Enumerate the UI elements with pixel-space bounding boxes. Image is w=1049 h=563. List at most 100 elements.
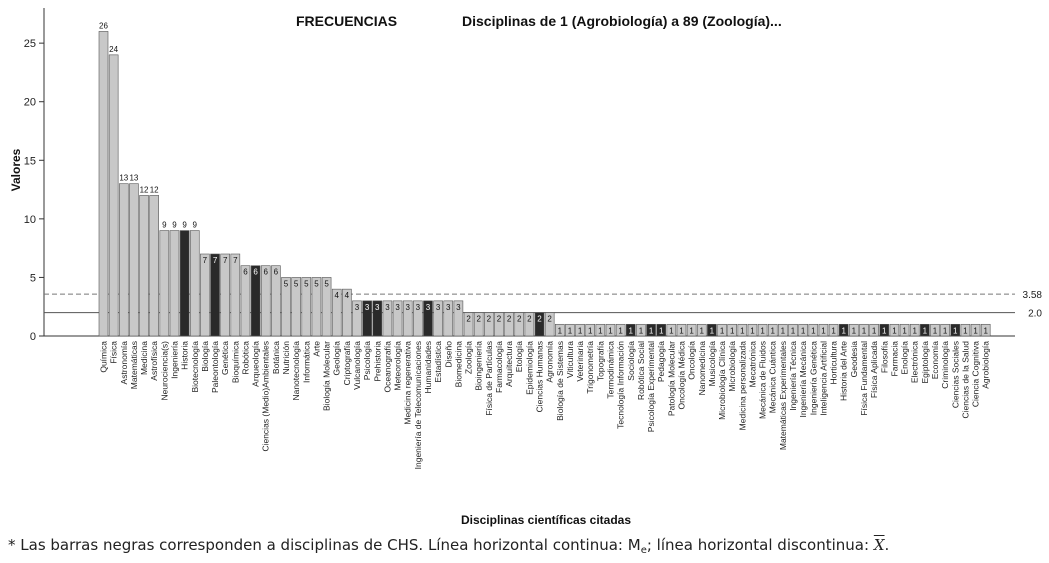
bar [220,253,230,337]
bar [767,323,778,337]
x-tick-label: Bioingeniería [474,341,484,391]
bar [392,300,403,337]
x-tick-label: Biología [200,341,210,372]
bar-value-label: 24 [109,45,118,54]
bar [413,300,423,337]
bar [889,323,900,337]
footnote-text-3: . [884,536,890,554]
bar [788,323,798,337]
bar-value-label: 5 [304,279,309,288]
x-tick-label: Farmacia [889,341,899,377]
x-tick-label: Criptografía [342,341,352,386]
x-tick-label: Medicina personalizada [737,341,747,431]
x-tick-label: Farmacología [494,341,504,393]
y-tick-label: 25 [24,38,36,50]
bar-value-label: 4 [334,291,339,300]
bar [778,323,788,337]
x-tick-label: Medicina [139,341,149,375]
bar [260,265,271,337]
bar [504,312,514,337]
bar-value-label: 9 [172,221,177,230]
x-tick-label: Vulcanología [352,341,362,390]
bar [696,323,707,337]
bar-value-label: 1 [983,326,988,335]
bar-value-label: 1 [700,326,705,335]
bar-value-label: 1 [852,326,857,335]
bar [129,183,139,337]
bar [818,323,829,337]
bar [108,54,119,337]
x-tick-label: Pedagogía [656,341,666,382]
x-tick-label: Viticultura [565,341,575,378]
bar [362,300,372,337]
bar-value-label: 5 [284,279,289,288]
bar-value-label: 1 [811,326,816,335]
bar-value-label: 1 [568,326,573,335]
x-tick-label: Topografía [595,341,605,381]
x-tick-label: Ingeniería Técnica [788,341,798,411]
bar-value-label: 1 [598,326,603,335]
bar-value-label: 1 [791,326,796,335]
footnote: * Las barras negras corresponden a disci… [8,536,889,556]
x-tick-label: Geodesia [849,341,859,378]
bar-value-label: 1 [720,326,725,335]
x-tick-label: Agrobiología [981,341,991,389]
bar-value-label: 1 [892,326,897,335]
bar-value-label: 3 [426,303,431,312]
x-axis-title: Disciplinas científicas citadas [461,513,631,527]
footnote-text-2: ; línea horizontal discontinua: [646,536,874,554]
bar-value-label: 3 [375,303,380,312]
x-tick-label: Física Aplicada [869,341,879,398]
bar [920,323,930,337]
bar [747,323,758,337]
x-tick-label: Arquitectura [504,341,514,387]
x-tick-label: Musicología [707,341,717,387]
x-tick-label: Astronomía [119,341,129,385]
bar [524,312,535,337]
bar [534,312,545,337]
bar-value-label: 2 [476,315,481,324]
x-tick-label: Física Fundamental [859,341,869,416]
bar [342,288,352,337]
x-tick-label: Mecatrónica [747,341,757,388]
x-tick-label: Sociología [626,341,636,381]
bar [666,323,677,337]
bar-value-label: 2 [466,315,471,324]
bar-value-label: 3 [405,303,410,312]
bar [352,300,362,337]
bar-value-label: 1 [760,326,765,335]
bar [636,323,646,337]
mean-symbol: X [873,536,885,554]
x-tick-label: Botánica [271,341,281,374]
bar-value-label: 1 [943,326,948,335]
bar [240,265,251,337]
bar [686,323,697,337]
x-tick-label: Mecánica Cuántica [768,341,778,414]
bar [189,230,200,337]
bar [798,323,808,337]
bar [737,323,748,337]
footnote-text-1: * Las barras negras corresponden a disci… [8,536,641,554]
x-tick-label: Arqueología [251,341,261,387]
y-tick-label: 20 [24,97,36,109]
x-tick-label: Veterinaria [575,341,585,382]
bar [423,300,433,337]
bar [615,323,626,337]
bar-value-label: 1 [588,326,593,335]
bar [869,323,879,337]
reference-line-label: 2.0 [1028,309,1042,320]
x-tick-label: Astrofísica [149,341,159,381]
bar [484,312,494,337]
bar [200,253,210,337]
bar-value-label: 9 [162,221,167,230]
x-tick-label: Ingeniería de Telecomunicaciones [413,341,423,469]
bar [565,323,575,337]
bar-value-label: 9 [182,221,187,230]
bar-value-label: 2 [497,315,502,324]
bar [899,323,910,337]
x-tick-label: Estadística [433,341,443,383]
bar-value-label: 1 [679,326,684,335]
bar-value-label: 7 [203,256,208,265]
x-tick-label: Filosofía [879,341,889,373]
bar [656,323,667,337]
